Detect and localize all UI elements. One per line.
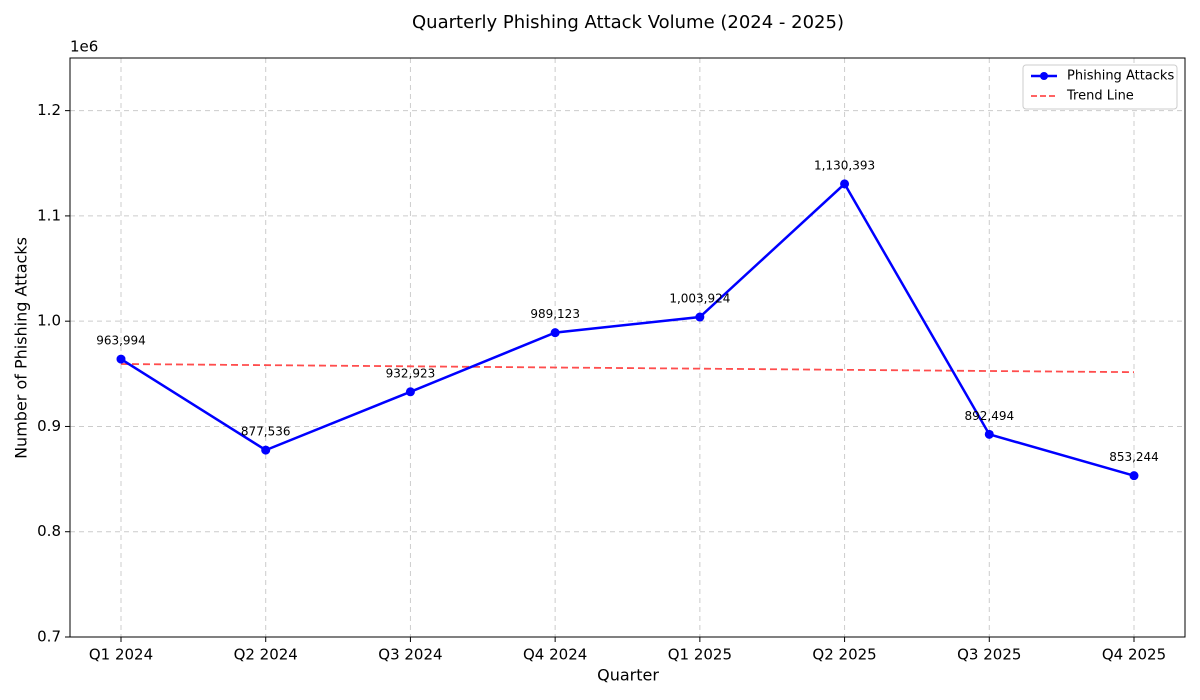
plot-frame xyxy=(69,57,1186,638)
data-point xyxy=(840,179,850,189)
data-label: 853,244 xyxy=(1109,450,1159,464)
y-tick-label: 0.7 xyxy=(37,628,61,646)
x-tick-label: Q4 2025 xyxy=(1102,646,1166,664)
y-tick-label: 1.2 xyxy=(37,101,61,119)
x-tick-label: Q3 2024 xyxy=(378,646,442,664)
data-point xyxy=(695,312,705,322)
y-offset-label: 1e6 xyxy=(70,38,98,56)
y-tick-label: 1.1 xyxy=(37,206,61,224)
data-label: 1,130,393 xyxy=(814,158,875,172)
legend-label: Trend Line xyxy=(1066,89,1134,104)
trend-line xyxy=(120,363,1135,374)
y-tick-label: 1.0 xyxy=(37,312,61,330)
y-tick-label: 0.8 xyxy=(37,522,61,540)
x-tick-label: Q3 2025 xyxy=(957,646,1021,664)
data-point xyxy=(984,429,994,439)
legend-marker xyxy=(1040,72,1048,80)
data-label: 1,003,924 xyxy=(669,292,730,306)
x-tick-label: Q2 2025 xyxy=(812,646,876,664)
x-tick-label: Q2 2024 xyxy=(234,646,298,664)
x-tick-label: Q1 2024 xyxy=(89,646,153,664)
data-label: 892,494 xyxy=(964,409,1014,423)
legend-label: Phishing Attacks xyxy=(1067,69,1174,84)
data-point xyxy=(261,445,271,455)
y-tick-label: 0.9 xyxy=(37,417,61,435)
data-label: 932,923 xyxy=(386,366,436,380)
chart-title: Quarterly Phishing Attack Volume (2024 -… xyxy=(412,12,844,33)
data-point xyxy=(116,354,126,364)
y-axis-label: Number of Phishing Attacks xyxy=(12,237,31,459)
x-tick-label: Q1 2025 xyxy=(668,646,732,664)
x-tick-label: Q4 2024 xyxy=(523,646,587,664)
data-point xyxy=(1129,471,1139,481)
data-line xyxy=(120,181,1135,477)
data-point xyxy=(405,387,415,397)
data-label: 877,536 xyxy=(241,425,291,439)
data-point xyxy=(550,328,560,338)
data-label: 989,123 xyxy=(530,307,580,321)
data-label: 963,994 xyxy=(96,334,146,348)
x-axis-label: Quarter xyxy=(597,666,659,685)
legend-box xyxy=(1022,64,1178,110)
